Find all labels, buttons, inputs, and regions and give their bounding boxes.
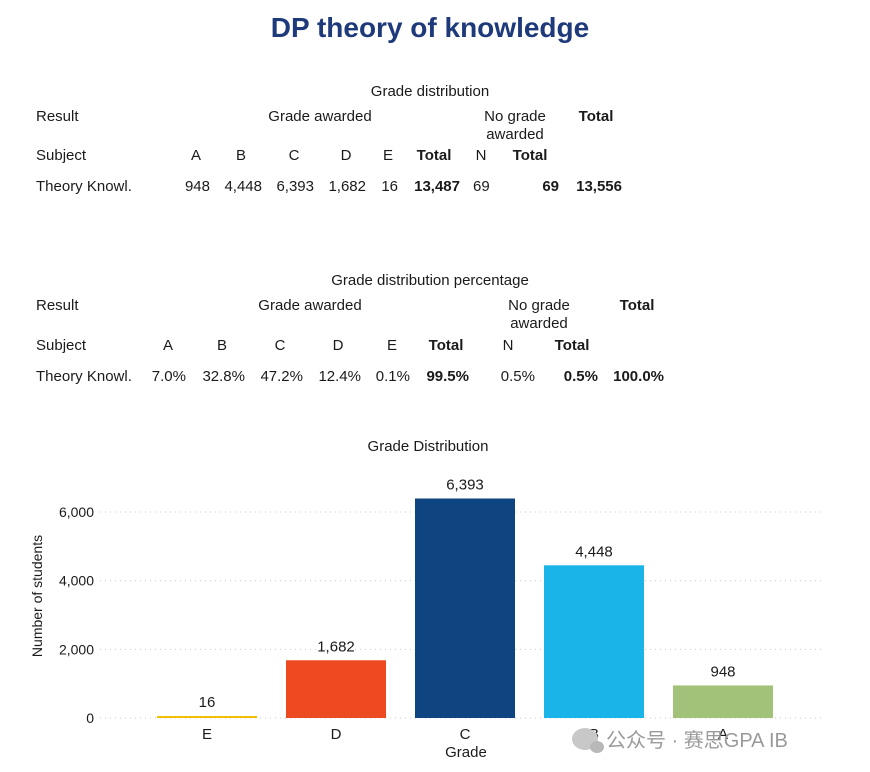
col-header-e: E (386, 337, 397, 354)
grade-awarded-header: Grade awarded (258, 297, 362, 314)
x-axis-label: Grade (445, 744, 487, 761)
col-header-n: N (475, 147, 487, 164)
result-header: Result (36, 108, 79, 125)
cell-n: 69 (473, 178, 490, 195)
col-header-total: Total (416, 147, 452, 164)
subject-header: Subject (36, 337, 87, 354)
bar-value-label: 1,682 (317, 638, 355, 655)
table-caption: Grade distribution (370, 83, 490, 100)
col-header-a: A (162, 337, 173, 354)
no-grade-header-line1: No grade (508, 297, 570, 314)
watermark: 公众号 · 赛思GPA IB (572, 724, 788, 753)
cell-grand-total: 100.0% (613, 368, 664, 385)
cell-b: 32.8% (202, 368, 245, 385)
cell-c: 47.2% (260, 368, 303, 385)
bar-value-label: 6,393 (446, 477, 484, 494)
col-header-total-no-grade: Total (554, 337, 590, 354)
row-subject: Theory Knowl. (36, 368, 132, 385)
col-header-b: B (216, 337, 227, 354)
cell-c: 6,393 (276, 178, 314, 195)
watermark-text: 公众号 · 赛思GPA IB (606, 730, 788, 752)
cell-a: 7.0% (151, 368, 186, 385)
wechat-icon (572, 727, 604, 753)
bar-c (415, 498, 515, 718)
total-header: Total (578, 108, 614, 125)
x-tick-label: C (460, 726, 471, 743)
col-header-d: D (332, 337, 344, 354)
grade-awarded-header: Grade awarded (268, 108, 372, 125)
no-grade-header-line2: awarded (510, 315, 568, 332)
table-caption: Grade distribution percentage (331, 272, 529, 289)
cell-e: 0.1% (375, 368, 410, 385)
total-header: Total (619, 297, 655, 314)
no-grade-header-line1: No grade (484, 108, 546, 125)
bar-d (286, 660, 386, 718)
chart-title: Grade Distribution (368, 438, 489, 455)
bar-value-label: 948 (710, 663, 735, 680)
col-header-d: D (340, 147, 352, 164)
subject-header: Subject (36, 147, 87, 164)
page-title: DP theory of knowledge (270, 12, 590, 43)
cell-d: 1,682 (328, 178, 366, 195)
y-tick-label: 2,000 (59, 641, 94, 657)
cell-total-no-grade: 0.5% (563, 368, 598, 385)
no-grade-header-line2: awarded (486, 126, 544, 143)
col-header-n: N (502, 337, 514, 354)
y-axis-label: Number of students (29, 535, 45, 657)
col-header-c: C (274, 337, 286, 354)
bar-e (157, 716, 257, 718)
cell-b: 4,448 (224, 178, 262, 195)
bar-a (673, 685, 773, 718)
col-header-c: C (288, 147, 300, 164)
bar-value-label: 16 (199, 694, 216, 711)
y-tick-label: 4,000 (59, 573, 94, 589)
cell-total: 99.5% (426, 368, 469, 385)
result-header: Result (36, 297, 79, 314)
cell-grand-total: 13,556 (576, 178, 622, 195)
col-header-e: E (382, 147, 393, 164)
x-tick-label: D (331, 726, 342, 743)
col-header-a: A (190, 147, 201, 164)
col-header-total: Total (428, 337, 464, 354)
y-tick-label: 6,000 (59, 504, 94, 520)
cell-d: 12.4% (318, 368, 361, 385)
cell-n: 0.5% (500, 368, 535, 385)
cell-e: 16 (381, 178, 398, 195)
col-header-b: B (235, 147, 246, 164)
cell-total-no-grade: 69 (542, 178, 559, 195)
col-header-total-no-grade: Total (512, 147, 548, 164)
x-tick-label: A (718, 726, 728, 743)
cell-a: 948 (184, 178, 210, 195)
bar-value-label: 4,448 (575, 543, 613, 560)
bar-b (544, 565, 644, 718)
y-tick-label: 0 (86, 710, 94, 726)
x-tick-label: E (202, 726, 212, 743)
cell-total: 13,487 (414, 178, 460, 195)
row-subject: Theory Knowl. (36, 178, 132, 195)
